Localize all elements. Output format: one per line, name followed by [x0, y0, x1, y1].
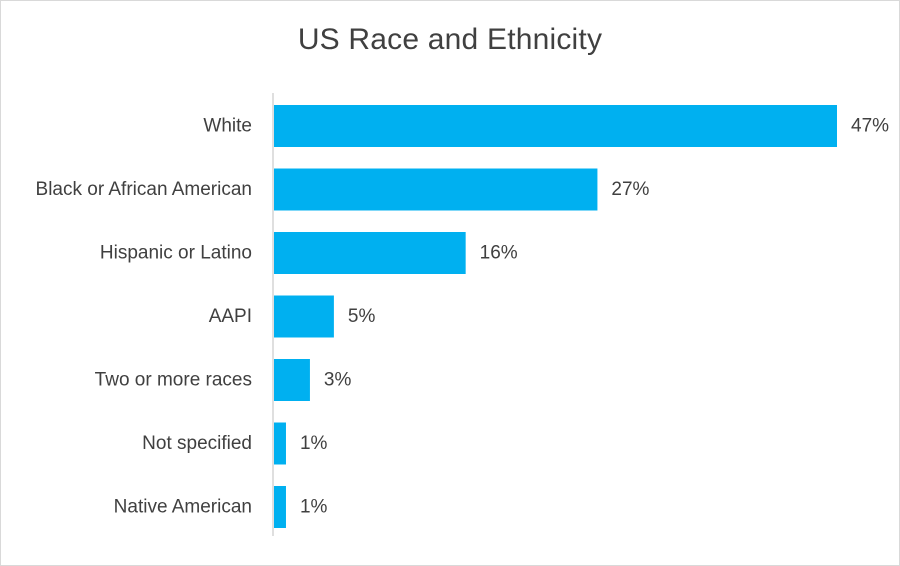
category-label-0: White	[203, 116, 252, 137]
category-label-6: Native American	[114, 497, 252, 518]
data-label-3: 5%	[348, 306, 376, 327]
bars-layer	[274, 105, 837, 528]
data-label-6: 1%	[300, 497, 328, 518]
bar-1	[274, 168, 598, 211]
category-label-4: Two or more races	[95, 370, 252, 391]
data-label-5: 1%	[300, 433, 328, 454]
bar-3	[274, 295, 334, 338]
bar-5	[274, 422, 286, 465]
data-label-0: 47%	[851, 116, 889, 137]
bar-2	[274, 232, 466, 274]
data-label-2: 16%	[480, 243, 518, 264]
data-label-4: 3%	[324, 370, 352, 391]
data-label-1: 27%	[611, 179, 649, 200]
bar-0	[274, 105, 837, 147]
bar-6	[274, 486, 286, 528]
category-label-3: AAPI	[209, 306, 252, 327]
chart-title: US Race and Ethnicity	[297, 23, 603, 56]
category-label-5: Not specified	[142, 433, 252, 454]
labels-layer: White 47% Black or African American 27% Hisp…	[36, 116, 890, 518]
bar-4	[274, 359, 310, 401]
category-label-2: Hispanic or Latino	[100, 243, 252, 264]
category-label-1: Black or African American	[36, 179, 252, 200]
